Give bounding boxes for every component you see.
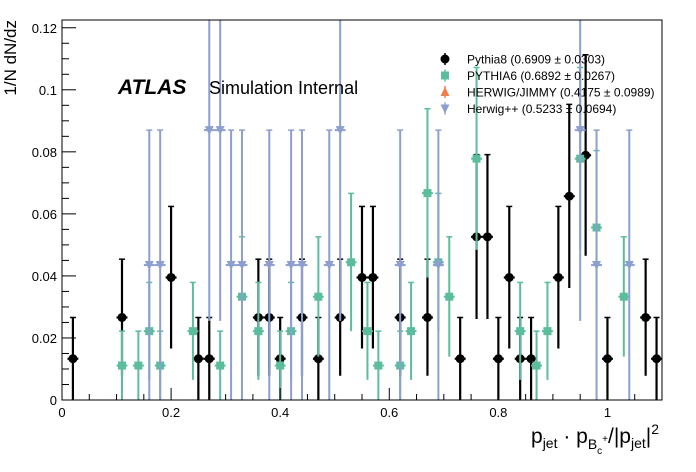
- data-point: [193, 354, 203, 364]
- data-point: [553, 272, 563, 282]
- data-point: [313, 354, 323, 364]
- x-tick-label: 0.2: [162, 405, 180, 420]
- data-point: [368, 272, 378, 282]
- x-tick-label: 0.6: [380, 405, 398, 420]
- x-tick-label: 0.4: [271, 405, 289, 420]
- data-point: [166, 272, 176, 282]
- data-point: [516, 327, 525, 336]
- data-point: [118, 361, 126, 370]
- x-tick-label: 0.8: [489, 405, 507, 420]
- data-point: [624, 261, 634, 271]
- data-point: [641, 312, 651, 322]
- data-point: [395, 261, 405, 271]
- legend-label: HERWIG/JIMMY (0.4175 ± 0.0989): [467, 86, 655, 100]
- data-point: [264, 261, 274, 271]
- chart-marks: [67, 20, 662, 400]
- data-point: [314, 292, 323, 301]
- data-point: [68, 354, 78, 364]
- svg-text:1/N dN/dz: 1/N dN/dz: [1, 20, 20, 96]
- simulation-label: Simulation Internal: [209, 78, 358, 98]
- y-tick-label: 0.06: [32, 207, 57, 222]
- data-point: [155, 261, 165, 271]
- data-point: [472, 154, 481, 163]
- data-point: [357, 272, 367, 282]
- data-point: [188, 327, 197, 336]
- y-tick-label: 0.08: [32, 145, 57, 160]
- legend-label: Herwig++ (0.5233 ± 0.0694): [467, 102, 616, 116]
- data-point: [652, 354, 662, 364]
- data-point: [215, 126, 225, 136]
- data-point: [374, 361, 383, 370]
- data-point: [422, 312, 432, 322]
- data-point: [564, 191, 574, 201]
- x-tick-label: 0: [58, 405, 65, 420]
- data-point: [575, 126, 585, 136]
- y-tick-label: 0: [50, 393, 57, 408]
- svg-text:pjet · pBc+/|pjet|2: pjet · pBc+/|pjet|2: [531, 421, 659, 457]
- data-point: [543, 327, 552, 336]
- data-point: [407, 327, 416, 336]
- y-axis-title: 1/N dN/dz: [1, 20, 20, 96]
- data-point: [504, 272, 514, 282]
- data-point: [204, 126, 214, 136]
- y-tick-label: 0.1: [39, 83, 57, 98]
- legend-entry-0: Pythia8 (0.6909 ± 0.0303): [440, 53, 605, 67]
- data-point: [433, 261, 443, 271]
- x-tick-label: 1: [604, 405, 611, 420]
- legend-label: Pythia8 (0.6909 ± 0.0303): [467, 53, 605, 67]
- data-point: [532, 361, 541, 370]
- series-3: [143, 20, 635, 400]
- data-point: [493, 354, 503, 364]
- data-point: [455, 354, 465, 364]
- atlas-label: ATLAS: [117, 76, 186, 99]
- data-point: [445, 292, 454, 301]
- data-point: [347, 258, 356, 267]
- y-tick-label: 0.12: [32, 21, 57, 36]
- data-point: [423, 189, 432, 198]
- data-point: [335, 126, 345, 136]
- data-point: [204, 354, 214, 364]
- data-point: [297, 261, 307, 271]
- legend-entry-3: Herwig++ (0.5233 ± 0.0694): [440, 102, 616, 116]
- data-point: [526, 354, 536, 364]
- legend: Pythia8 (0.6909 ± 0.0303) PYTHIA6 (0.6892…: [440, 53, 655, 116]
- data-point: [134, 361, 143, 370]
- data-point: [216, 361, 225, 370]
- data-point: [619, 292, 628, 301]
- data-point: [276, 361, 285, 370]
- y-tick-label: 0.02: [32, 331, 57, 346]
- data-point: [602, 354, 612, 364]
- legend-label: PYTHIA6 (0.6892 ± 0.0267): [467, 69, 615, 83]
- legend-entry-2: HERWIG/JIMMY (0.4175 ± 0.0989): [440, 86, 655, 100]
- data-point: [324, 261, 334, 271]
- y-tick-label: 0.04: [32, 269, 57, 284]
- legend-marker: [441, 71, 449, 80]
- data-point: [226, 261, 236, 271]
- legend-marker: [440, 87, 450, 96]
- legend-entry-1: PYTHIA6 (0.6892 ± 0.0267): [441, 69, 615, 83]
- data-point: [363, 327, 372, 336]
- x-axis-title: pjet · pBc+/|pjet|2: [531, 421, 659, 457]
- data-point: [237, 261, 247, 271]
- legend-marker: [440, 104, 450, 114]
- data-point: [254, 327, 263, 336]
- data-point: [286, 261, 296, 271]
- legend-marker: [440, 54, 450, 64]
- data-point: [117, 312, 127, 322]
- axis-ticks: 0 0.2 0.4 0.6 0.8 1 0 0.02 0.04 0.06 0.08 0.1 0.12: [32, 21, 663, 420]
- data-point: [592, 261, 602, 271]
- data-point: [482, 232, 492, 242]
- data-point: [144, 261, 154, 271]
